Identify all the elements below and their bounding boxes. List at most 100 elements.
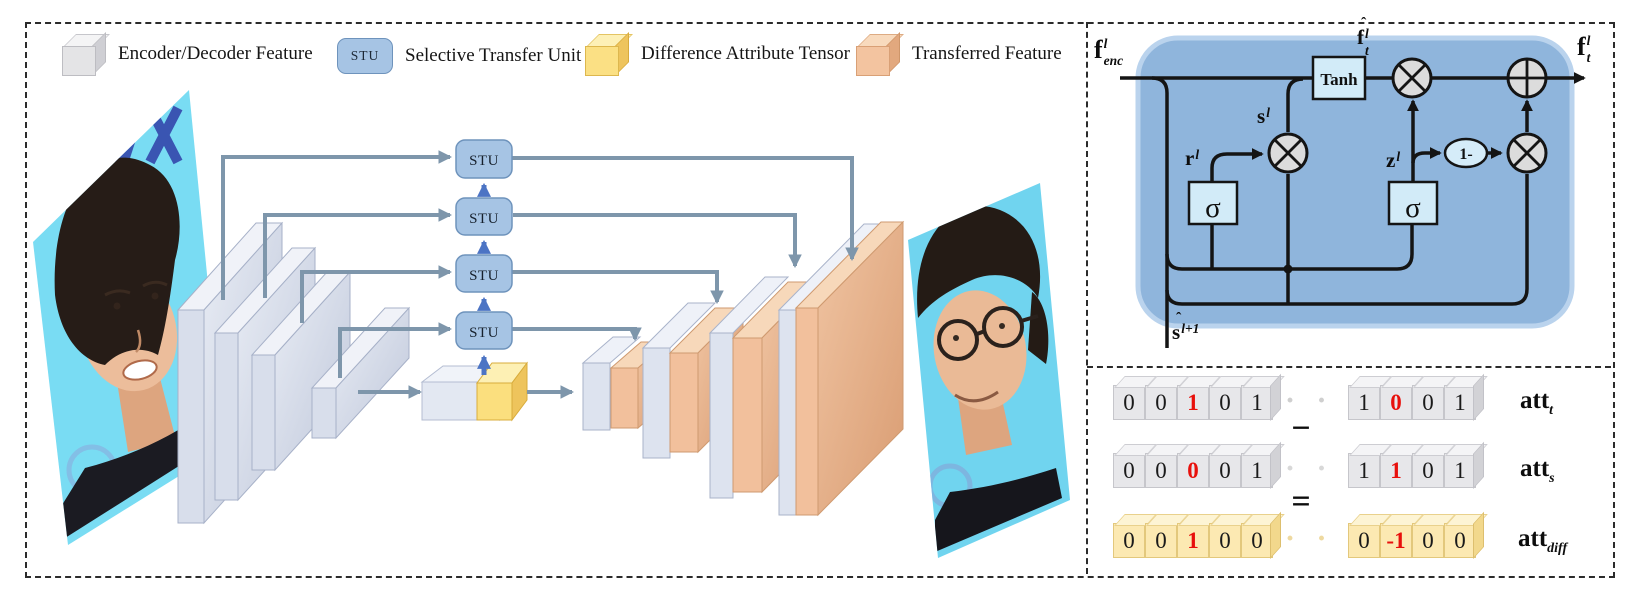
att-cell: 0 — [1241, 511, 1285, 559]
legend-label: Encoder/Decoder Feature — [118, 43, 313, 64]
att-cell: 0 — [1209, 376, 1253, 420]
att-t-label: attt — [1520, 387, 1554, 418]
r-gate-arrow — [1210, 148, 1264, 181]
state-feed-line — [1165, 174, 1529, 306]
att-cell: 0 — [1145, 444, 1189, 488]
legend-item-stu: STU Selective Transfer Unit — [337, 38, 581, 74]
gate-feed-line — [1165, 225, 1414, 271]
ellipsis-dots: · · · — [1285, 452, 1366, 485]
att-cell: 1 — [1241, 441, 1285, 489]
att-cell: 0 — [1412, 514, 1456, 558]
att-cell: 0 — [1444, 511, 1488, 559]
stu-detail-panel: Tanh σ σ 1- — [1120, 35, 1586, 348]
stu-boxes: STU STU STU STU — [455, 139, 513, 350]
att-cell: 1 — [1380, 444, 1424, 488]
att-cell: 0 — [1412, 444, 1456, 488]
ellipsis-dots: · · · — [1285, 384, 1366, 417]
one-minus-node — [1443, 137, 1489, 169]
legend-item-transferred-feature: Transferred Feature — [856, 32, 1062, 76]
stu-box-1 — [455, 139, 513, 179]
att-cell: 0 — [1380, 376, 1424, 420]
stu-body — [1135, 35, 1575, 329]
sigma-r-box — [1187, 180, 1239, 226]
att-t-right-cells: 1 0 0 1 — [1348, 373, 1488, 421]
s-label: s l — [1257, 104, 1270, 128]
minus-operator: − — [1291, 410, 1311, 447]
skip-arrow-1 — [221, 150, 453, 300]
ellipsis-dots: · · · — [1285, 522, 1366, 555]
stu-box-1-label: STU — [469, 153, 499, 169]
legend-label: Difference Attribute Tensor — [641, 43, 851, 64]
att-cell: 0 — [1209, 444, 1253, 488]
z-label: z l — [1386, 148, 1401, 172]
att-cell: 0 — [1348, 514, 1392, 558]
figure-border — [25, 22, 1615, 578]
legend-label: Selective Transfer Unit — [405, 45, 582, 66]
equals-operator: = — [1291, 483, 1311, 520]
glasses — [937, 306, 1039, 361]
stu-box-4-label: STU — [469, 325, 499, 341]
stu-box-3-label: STU — [469, 268, 499, 284]
att-cell: 0 — [1145, 514, 1189, 558]
one-minus-label: 1- — [1459, 146, 1472, 163]
att-diff-left-cells: 0 0 1 0 0 — [1113, 511, 1285, 559]
att-cell: 1 — [1444, 441, 1488, 489]
att-cell: 1 — [1348, 376, 1392, 420]
stu-box-2 — [455, 197, 513, 236]
sigma-z-box — [1387, 180, 1439, 226]
panel-divider-vertical — [1086, 22, 1088, 574]
operator-nodes — [1267, 57, 1548, 174]
z-to-oneminus-arrow — [1411, 147, 1442, 164]
att-t-left-cells: 0 0 1 0 1 — [1113, 373, 1285, 421]
tanh-label: Tanh — [1320, 70, 1358, 89]
stu3-out-arrow — [512, 270, 724, 305]
sigma-r-label: σ — [1205, 192, 1221, 224]
stu2-out-arrow — [513, 213, 802, 269]
att-cell: 0 — [1113, 444, 1157, 488]
s-to-tanh-line — [1286, 77, 1304, 132]
sigma-z-label: σ — [1405, 192, 1421, 224]
legend-item-encoder-feature: Encoder/Decoder Feature — [62, 32, 313, 76]
att-cell: 0 — [1145, 376, 1189, 420]
encoder-feature-cube-icon — [62, 32, 110, 76]
skip-arrow-2 — [263, 208, 453, 298]
difference-tensor-cube-icon — [585, 32, 633, 76]
att-diff-right-cells: 0 -1 0 0 — [1348, 511, 1488, 559]
stu-box-3 — [455, 254, 513, 293]
stu-box-4 — [455, 311, 513, 350]
panel-divider-horizontal — [1087, 366, 1611, 368]
att-cell: -1 — [1380, 514, 1424, 558]
junction-dot — [1283, 264, 1293, 274]
stu1-out-arrow — [512, 156, 859, 262]
state-input-line — [1151, 76, 1169, 348]
att-s-left-cells: 0 0 0 0 1 — [1113, 441, 1285, 489]
target-face-image — [908, 183, 1070, 558]
tanh-box — [1311, 55, 1367, 101]
att-cell: 0 — [1177, 444, 1221, 488]
att-cell: 1 — [1444, 373, 1488, 421]
att-diff-label: attdiff — [1518, 525, 1568, 556]
att-cell: 0 — [1412, 376, 1456, 420]
skip-arrow-4 — [338, 322, 453, 378]
att-cell: 1 — [1241, 373, 1285, 421]
decoder-group-4 — [777, 220, 905, 517]
att-cell: 0 — [1113, 376, 1157, 420]
legend-label: Transferred Feature — [912, 43, 1062, 64]
att-s-label: atts — [1520, 455, 1555, 486]
skip-arrow-3 — [300, 265, 453, 323]
att-cell: 0 — [1209, 514, 1253, 558]
r-label: r l — [1185, 146, 1200, 170]
stu4-out-arrow — [512, 327, 642, 342]
legend-item-difference-tensor: Difference Attribute Tensor — [585, 32, 851, 76]
att-cell: 1 — [1177, 514, 1221, 558]
stu-chip-icon: STU — [337, 38, 393, 74]
att-cell: 1 — [1348, 444, 1392, 488]
f-enc-label: f l enc — [1094, 35, 1124, 68]
att-cell: 0 — [1113, 514, 1157, 558]
att-s-right-cells: 1 1 0 1 — [1348, 441, 1488, 489]
